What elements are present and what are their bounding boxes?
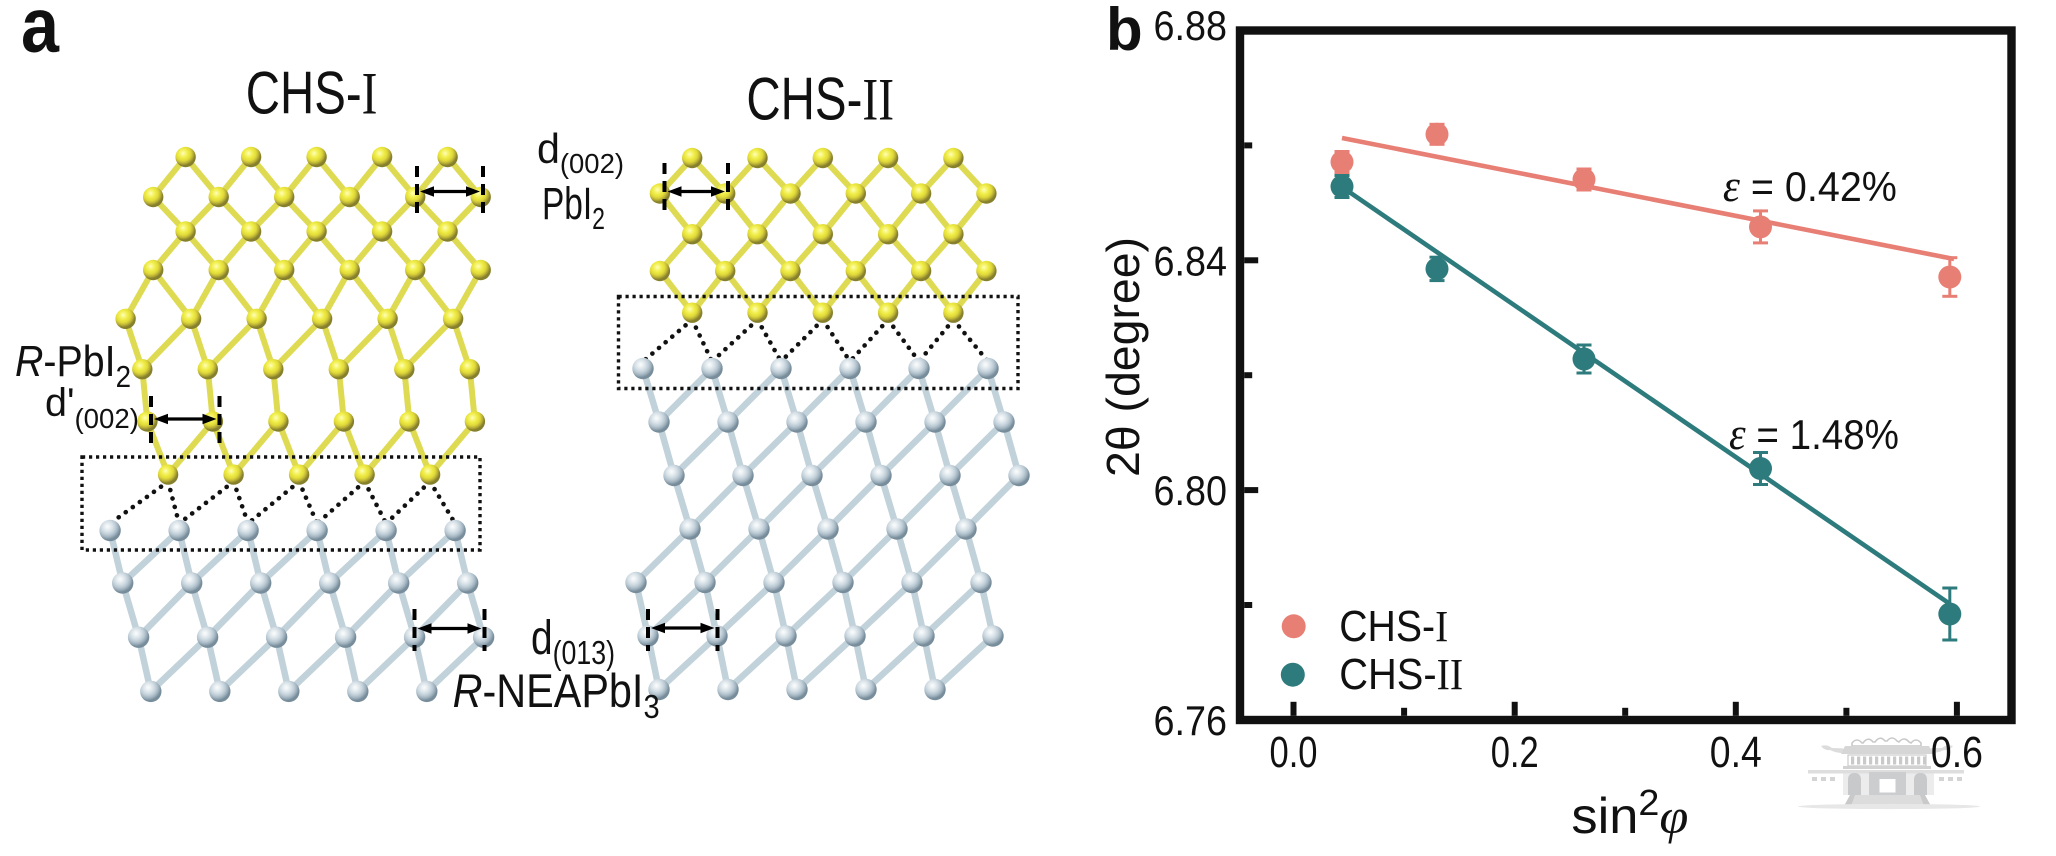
svg-text:0.4: 0.4: [1710, 728, 1762, 777]
svg-text:R-PbI2: R-PbI2: [15, 337, 131, 394]
svg-text:0.2: 0.2: [1491, 728, 1539, 777]
svg-text:a: a: [21, 0, 60, 69]
svg-text:2θ (degree): 2θ (degree): [1097, 237, 1149, 477]
svg-text:0.0: 0.0: [1270, 728, 1318, 777]
svg-text:CHS-I: CHS-I: [1339, 602, 1448, 651]
svg-text:b: b: [1106, 0, 1143, 63]
svg-text:CHS-II: CHS-II: [1339, 650, 1463, 699]
svg-text:ε = 1.48%: ε = 1.48%: [1729, 408, 1899, 459]
svg-text:R-NEAPbI3: R-NEAPbI3: [453, 664, 660, 725]
svg-text:0.6: 0.6: [1931, 728, 1983, 777]
svg-text:sin2φ: sin2φ: [1571, 782, 1688, 844]
svg-text:6.88: 6.88: [1154, 2, 1228, 49]
svg-text:CHS-II: CHS-II: [746, 66, 894, 133]
svg-text:6.80: 6.80: [1154, 467, 1228, 514]
svg-text:6.76: 6.76: [1154, 697, 1228, 744]
svg-text:CHS-I: CHS-I: [246, 60, 378, 127]
svg-text:ε = 0.42%: ε = 0.42%: [1723, 160, 1897, 211]
svg-text:PbI2: PbI2: [542, 178, 605, 236]
svg-text:6.84: 6.84: [1154, 237, 1228, 284]
